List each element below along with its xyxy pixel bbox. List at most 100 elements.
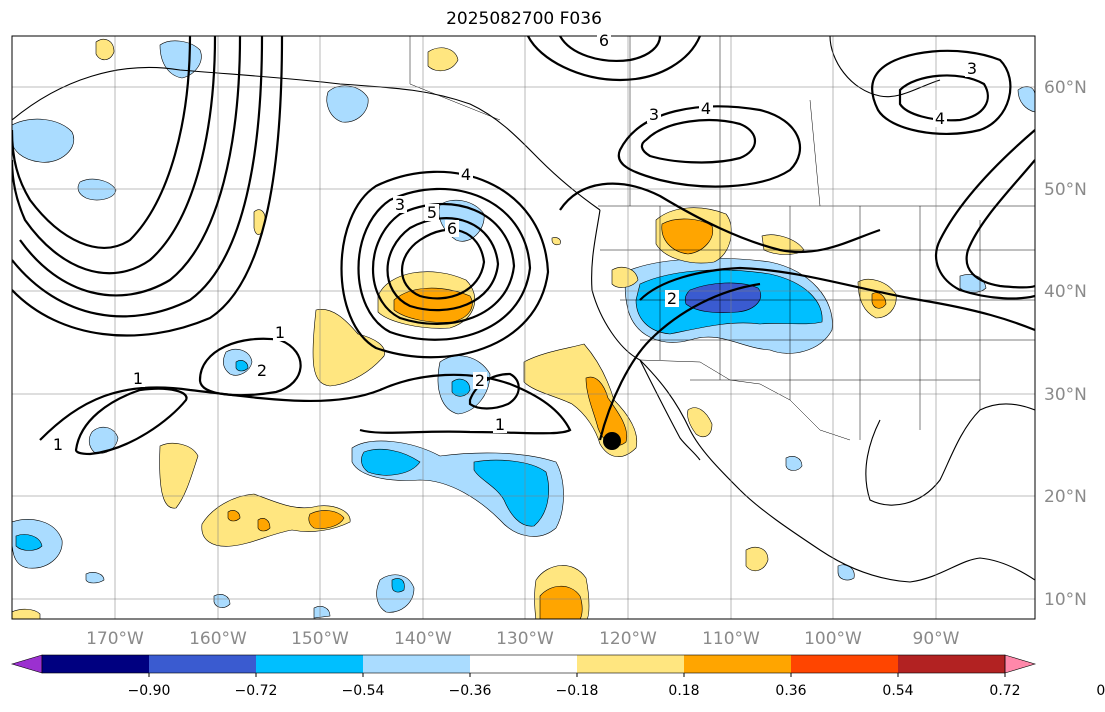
contour-label: 6 bbox=[599, 31, 609, 50]
anom-b-7 bbox=[235, 360, 249, 372]
contour-label: 4 bbox=[701, 99, 711, 118]
contour-aleutian-trough-4 bbox=[12, 36, 264, 318]
lon-label: 160°W bbox=[189, 629, 247, 649]
anom-y-14 bbox=[745, 547, 769, 572]
contour-label-bg bbox=[699, 100, 713, 117]
anom-y-10 bbox=[201, 493, 351, 547]
colorbar-tick-label: 0.36 bbox=[775, 683, 806, 699]
lat-label: 40°N bbox=[1044, 282, 1087, 302]
contour-low-ring-3 bbox=[372, 202, 516, 326]
coast-na-west bbox=[591, 209, 741, 491]
colorbar-arrow-right bbox=[1004, 654, 1037, 674]
lat-label: 60°N bbox=[1044, 78, 1087, 98]
anom-b-2 bbox=[361, 449, 421, 476]
contour-1-loop bbox=[198, 337, 302, 397]
lon-label: 110°W bbox=[702, 629, 760, 649]
contour-label-bg bbox=[597, 32, 611, 49]
contour-label: 4 bbox=[461, 165, 471, 184]
anom-db-1 bbox=[684, 282, 762, 314]
anom-lb-1 bbox=[12, 118, 74, 163]
contour-label-bg bbox=[131, 370, 145, 387]
anom-o-6 bbox=[257, 518, 271, 532]
contour-label: 1 bbox=[133, 369, 143, 388]
lon-label: 90°W bbox=[913, 629, 960, 649]
anom-o-7 bbox=[227, 510, 241, 522]
longitude-labels: 170°W 160°W 150°W 140°W 130°W 120°W 110°… bbox=[86, 629, 960, 649]
colorbar-tick-label: −0.54 bbox=[342, 683, 385, 699]
colorbar-tick-label: 0.54 bbox=[882, 683, 913, 699]
colorbar-segment bbox=[256, 655, 364, 673]
colorbar-segment bbox=[577, 655, 685, 673]
border-canada-3 bbox=[809, 99, 821, 207]
contour-aleutian-trough-2 bbox=[12, 36, 217, 275]
coast-baja bbox=[639, 359, 701, 461]
anom-b-5 bbox=[15, 534, 43, 551]
colorbar-tick-label: −0.90 bbox=[128, 683, 171, 699]
anom-b-4 bbox=[451, 378, 471, 397]
anom-lb-13 bbox=[785, 456, 803, 471]
contour-low-ring-2 bbox=[386, 217, 500, 312]
colorbar-tick-label: −0.72 bbox=[235, 683, 278, 699]
lat-label: 20°N bbox=[1044, 487, 1087, 507]
colorbar: −0.90 −0.72 −0.54 −0.36 −0.18 0.18 0.36 0.54 0.7… bbox=[10, 654, 1105, 699]
contour-label: 3 bbox=[967, 59, 977, 78]
anom-lb-11 bbox=[376, 574, 415, 613]
storm-center-dot bbox=[603, 432, 621, 450]
colorbar-segment bbox=[42, 655, 150, 673]
contour-label: 6 bbox=[447, 219, 457, 238]
map-border bbox=[11, 35, 1036, 620]
colorbar-segment bbox=[898, 655, 1006, 673]
colorbar-arrow-left bbox=[10, 654, 43, 674]
contour-label-bg bbox=[393, 196, 407, 213]
anom-y-5 bbox=[611, 267, 639, 288]
anom-lb-2 bbox=[77, 178, 117, 201]
anom-lb-4 bbox=[326, 85, 369, 123]
contour-label: 1 bbox=[495, 415, 505, 434]
anom-y-17 bbox=[551, 237, 561, 246]
contour-label-bg bbox=[493, 416, 507, 433]
colorbar-tick-label: −0.18 bbox=[556, 683, 599, 699]
anom-y-13 bbox=[687, 407, 713, 437]
lon-label: 170°W bbox=[86, 629, 144, 649]
lat-label: 10°N bbox=[1044, 590, 1087, 610]
contour-2-mid bbox=[598, 282, 761, 441]
coast-mexico bbox=[739, 489, 1035, 583]
contour-canada-high-2 bbox=[640, 119, 757, 164]
contour-label: 5 bbox=[427, 203, 437, 222]
coast-gulf bbox=[865, 403, 1035, 506]
contour-label: 1 bbox=[53, 435, 63, 454]
contour-label: 2 bbox=[257, 361, 267, 380]
contour-label: 2 bbox=[475, 371, 485, 390]
contour-label: 3 bbox=[649, 105, 659, 124]
contour-canada-high-1 bbox=[617, 105, 802, 188]
contour-east-trough-2 bbox=[965, 159, 1035, 289]
lat-label: 30°N bbox=[1044, 385, 1087, 405]
lon-label: 100°W bbox=[804, 629, 862, 649]
contour-label: 2 bbox=[667, 289, 677, 308]
colorbar-segment bbox=[470, 655, 578, 673]
anom-o-4 bbox=[539, 585, 583, 619]
contour-1-line bbox=[39, 373, 572, 441]
anom-y-1 bbox=[95, 39, 115, 61]
contour-label-bg bbox=[459, 166, 473, 183]
contour-label-bg bbox=[51, 436, 65, 453]
contour-label-bg bbox=[473, 372, 487, 389]
anom-lb-16 bbox=[85, 572, 105, 584]
colorbar-segment bbox=[684, 655, 792, 673]
colorbar-outline bbox=[41, 654, 1006, 674]
map-title: 2025082700 F036 bbox=[446, 9, 602, 29]
contour-east-high-2 bbox=[898, 74, 989, 122]
colorbar-tick-label: 0.90 bbox=[1096, 683, 1105, 699]
anom-o-5 bbox=[308, 510, 345, 529]
lat-label: 50°N bbox=[1044, 180, 1087, 200]
colorbar-segment bbox=[791, 655, 899, 673]
contour-east-high-1 bbox=[871, 49, 1012, 136]
anom-y-7 bbox=[312, 309, 385, 387]
anom-lb-18 bbox=[313, 606, 331, 619]
contour-label-bg bbox=[965, 60, 979, 77]
lon-label: 120°W bbox=[599, 629, 657, 649]
contour-1-west bbox=[74, 387, 188, 456]
contour-aleutian-trough-3 bbox=[19, 36, 242, 297]
